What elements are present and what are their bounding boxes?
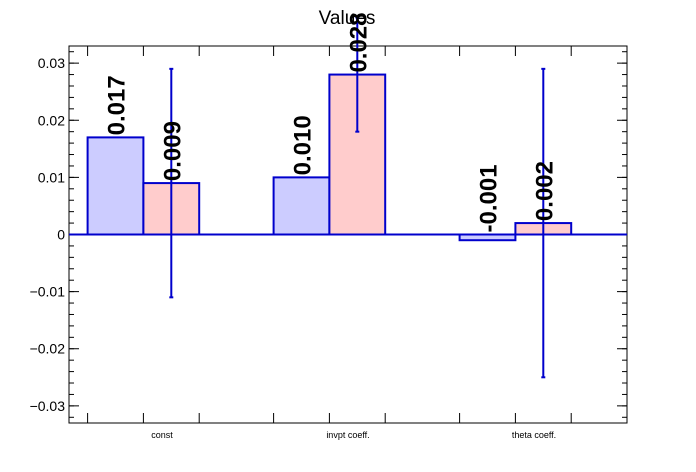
data-label: 0.017 [104,75,131,135]
bar [86,136,145,236]
data-label: 0.028 [345,12,372,72]
y-tick-label: 0 [57,227,65,243]
y-tick-label: −0.03 [30,398,66,414]
y-tick-label: 0.02 [38,112,65,128]
bar [272,176,331,236]
data-label: 0.009 [159,121,186,181]
y-tick-label: 0.03 [38,55,65,71]
chart-title: Values [319,8,376,29]
data-label: -0.001 [476,164,503,232]
y-axis: −0.03 −0.02 −0.01 0 0.01 0.02 0.03 [30,51,627,418]
category-label: theta coeff. [512,430,556,440]
y-tick-label: 0.01 [38,169,65,185]
category-label: invpt coeff. [326,430,369,440]
data-label: 0.002 [531,161,558,221]
y-tick-label: −0.01 [30,284,66,300]
data-labels: 0.017 0.010 -0.001 0.009 0.028 0.002 [104,12,559,232]
x-axis: const invpt coeff. theta coeff. [87,46,572,440]
data-label: 0.010 [290,115,317,175]
y-tick-label: −0.02 [30,341,66,357]
error-bars [169,16,546,379]
category-label: const [151,430,173,440]
